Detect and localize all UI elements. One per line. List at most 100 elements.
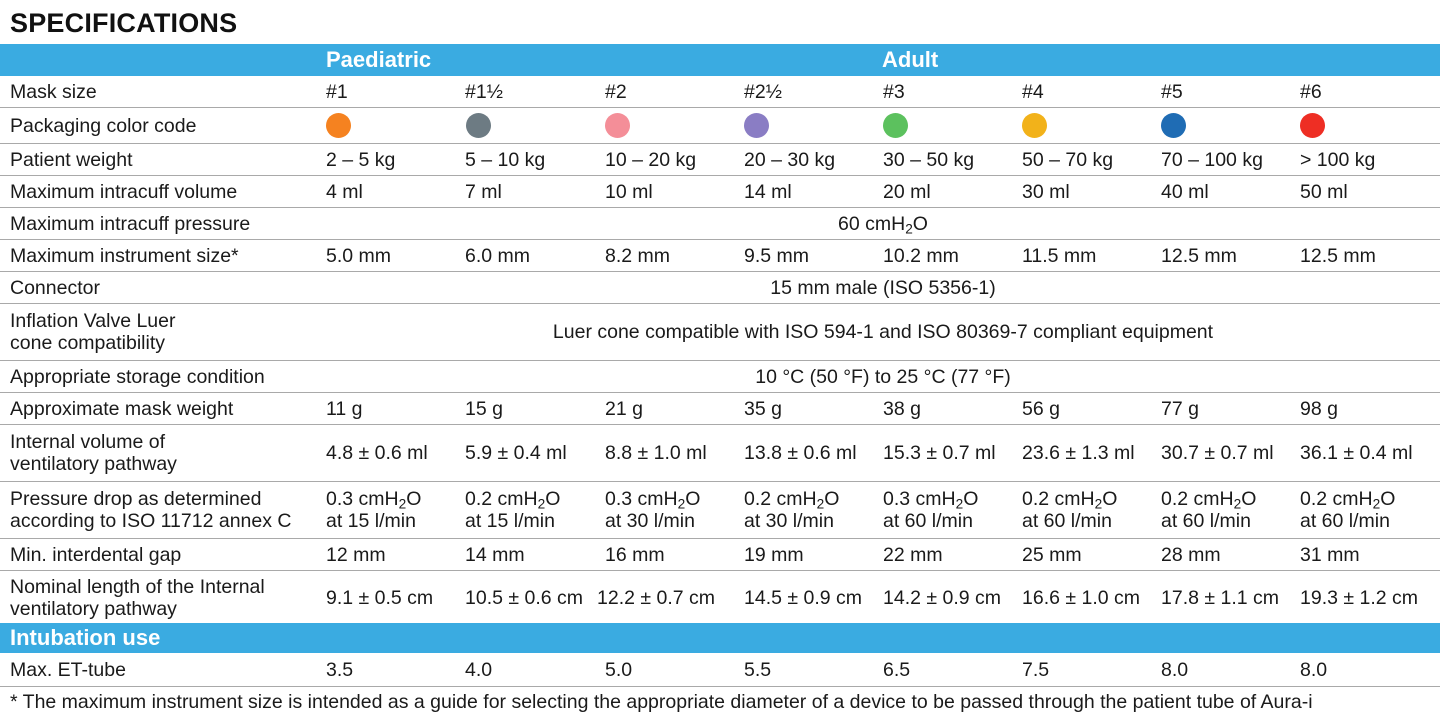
internal-volume-cell: 23.6 ± 1.3 ml [1022, 442, 1135, 464]
table-row-connector: Connector 15 mm male (ISO 5356-1) [0, 272, 1440, 304]
interdental-gap-cell: 12 mm [326, 543, 386, 566]
patient-weight-cell: 30 – 50 kg [883, 148, 975, 171]
pressure-drop-cell: 0.3 cmH2O at 60 l/min [883, 488, 979, 532]
patient-weight-cell: 50 – 70 kg [1022, 148, 1114, 171]
row-label: Connector [10, 276, 100, 299]
connector-value: 15 mm male (ISO 5356-1) [770, 276, 996, 299]
mask-size-cell: #3 [883, 80, 905, 103]
interdental-gap-cell: 19 mm [744, 543, 804, 566]
nominal-length-cell: 17.8 ± 1.1 cm [1161, 587, 1280, 609]
et-tube-cell: 8.0 [1300, 658, 1328, 681]
instrument-size-cell: 6.0 mm [465, 244, 531, 267]
mask-size-cell: #5 [1161, 80, 1183, 103]
et-tube-cell: 8.0 [1161, 658, 1189, 681]
mask-size-cell: #1 [326, 80, 348, 103]
instrument-size-cell: 8.2 mm [605, 244, 671, 267]
color-swatch-3 [883, 113, 908, 138]
row-label: Maximum intracuff volume [10, 180, 238, 203]
color-swatch-1-5 [466, 113, 491, 138]
internal-volume-cell: 36.1 ± 0.4 ml [1300, 442, 1413, 464]
table-row-inflation-valve: Inflation Valve Luer cone compatibility … [0, 304, 1440, 361]
table-row-packaging-color: Packaging color code [0, 108, 1440, 144]
footnote: * The maximum instrument size is intende… [10, 691, 1313, 713]
group-adult-label: Adult [882, 47, 939, 72]
pressure-drop-cell: 0.2 cmH2O at 15 l/min [465, 488, 561, 532]
table-row-max-intracuff-volume: Maximum intracuff volume 4 ml 7 ml 10 ml… [0, 176, 1440, 208]
instrument-size-cell: 12.5 mm [1300, 244, 1376, 267]
nominal-length-cell: 10.5 ± 0.6 cm [465, 587, 584, 609]
row-label: Maximum intracuff pressure [10, 212, 251, 235]
table-row-max-instrument-size: Maximum instrument size* 5.0 mm 6.0 mm 8… [0, 240, 1440, 272]
row-label: Nominal length of the Internal ventilato… [10, 576, 265, 620]
patient-weight-cell: 10 – 20 kg [605, 148, 697, 171]
color-swatch-1 [326, 113, 351, 138]
et-tube-cell: 6.5 [883, 658, 911, 681]
nominal-length-cell: 16.6 ± 1.0 cm [1022, 587, 1141, 609]
intracuff-volume-cell: 14 ml [744, 180, 792, 203]
intracuff-volume-cell: 50 ml [1300, 180, 1348, 203]
table-row-nominal-length: Nominal length of the Internal ventilato… [0, 571, 1440, 625]
instrument-size-cell: 9.5 mm [744, 244, 810, 267]
patient-weight-cell: > 100 kg [1300, 148, 1376, 171]
mask-size-cell: #2½ [744, 80, 782, 103]
mask-size-cell: #6 [1300, 80, 1322, 103]
color-swatch-4 [1022, 113, 1047, 138]
et-tube-cell: 7.5 [1022, 658, 1050, 681]
mask-weight-cell: 21 g [605, 397, 643, 420]
row-label: Appropriate storage condition [10, 365, 265, 388]
pressure-drop-cell: 0.2 cmH2O at 60 l/min [1161, 488, 1257, 532]
internal-volume-cell: 8.8 ± 1.0 ml [605, 442, 707, 464]
row-label: Min. interdental gap [10, 543, 182, 566]
internal-volume-cell: 5.9 ± 0.4 ml [465, 442, 567, 464]
intracuff-pressure-value: 60 cmH2O [838, 212, 928, 236]
pressure-drop-cell: 0.3 cmH2O at 15 l/min [326, 488, 422, 532]
mask-size-cell: #4 [1022, 80, 1044, 103]
table-row-interdental-gap: Min. interdental gap 12 mm 14 mm 16 mm 1… [0, 539, 1440, 571]
inflation-valve-value: Luer cone compatible with ISO 594-1 and … [552, 321, 1214, 343]
nominal-length-cell: 19.3 ± 1.2 cm [1300, 587, 1419, 609]
instrument-size-cell: 10.2 mm [883, 244, 959, 267]
patient-weight-cell: 5 – 10 kg [465, 148, 546, 171]
table-row-patient-weight: Patient weight 2 – 5 kg 5 – 10 kg 10 – 2… [0, 144, 1440, 176]
pressure-drop-cell: 0.3 cmH2O at 30 l/min [605, 488, 701, 532]
interdental-gap-cell: 25 mm [1022, 543, 1082, 566]
table-row-et-tube: Max. ET-tube 3.5 4.0 5.0 5.5 6.5 7.5 8.0… [0, 653, 1440, 687]
color-swatch-2-5 [744, 113, 769, 138]
pressure-drop-cell: 0.2 cmH2O at 60 l/min [1022, 488, 1118, 532]
interdental-gap-cell: 22 mm [883, 543, 943, 566]
intracuff-volume-cell: 4 ml [326, 180, 363, 203]
intracuff-volume-cell: 7 ml [465, 180, 502, 203]
specifications-table: Mask size #1 #1½ #2 #2½ #3 #4 #5 #6 Pack… [0, 76, 1440, 625]
interdental-gap-cell: 31 mm [1300, 543, 1360, 566]
et-tube-cell: 3.5 [326, 658, 354, 681]
table-row-internal-volume: Internal volume of ventilatory pathway 4… [0, 425, 1440, 482]
patient-weight-cell: 2 – 5 kg [326, 148, 396, 171]
nominal-length-cell: 14.2 ± 0.9 cm [883, 587, 1002, 609]
patient-weight-cell: 70 – 100 kg [1161, 148, 1263, 171]
interdental-gap-cell: 14 mm [465, 543, 525, 566]
row-label: Packaging color code [10, 114, 197, 137]
intracuff-volume-cell: 20 ml [883, 180, 931, 203]
mask-weight-cell: 56 g [1022, 397, 1060, 420]
row-label: Approximate mask weight [10, 397, 234, 420]
mask-size-cell: #1½ [465, 80, 503, 103]
pressure-drop-cell: 0.2 cmH2O at 30 l/min [744, 488, 840, 532]
internal-volume-cell: 4.8 ± 0.6 ml [326, 442, 428, 464]
nominal-length-cell: 9.1 ± 0.5 cm [326, 587, 434, 609]
row-label: Inflation Valve Luer cone compatibility [10, 310, 176, 354]
intubation-section-header: Intubation use [0, 623, 1440, 653]
mask-size-cell: #2 [605, 80, 627, 103]
mask-weight-cell: 77 g [1161, 397, 1199, 420]
internal-volume-cell: 13.8 ± 0.6 ml [744, 442, 857, 464]
row-label: Mask size [10, 80, 97, 103]
mask-weight-cell: 38 g [883, 397, 921, 420]
row-label: Maximum instrument size* [10, 244, 239, 267]
table-row-mask-weight: Approximate mask weight 11 g 15 g 21 g 3… [0, 393, 1440, 425]
color-swatch-2 [605, 113, 630, 138]
storage-value: 10 °C (50 °F) to 25 °C (77 °F) [755, 365, 1011, 388]
color-swatch-6 [1300, 113, 1325, 138]
table-row-storage: Appropriate storage condition 10 °C (50 … [0, 361, 1440, 393]
internal-volume-cell: 15.3 ± 0.7 ml [883, 442, 996, 464]
instrument-size-cell: 12.5 mm [1161, 244, 1237, 267]
et-tube-cell: 5.0 [605, 658, 633, 681]
